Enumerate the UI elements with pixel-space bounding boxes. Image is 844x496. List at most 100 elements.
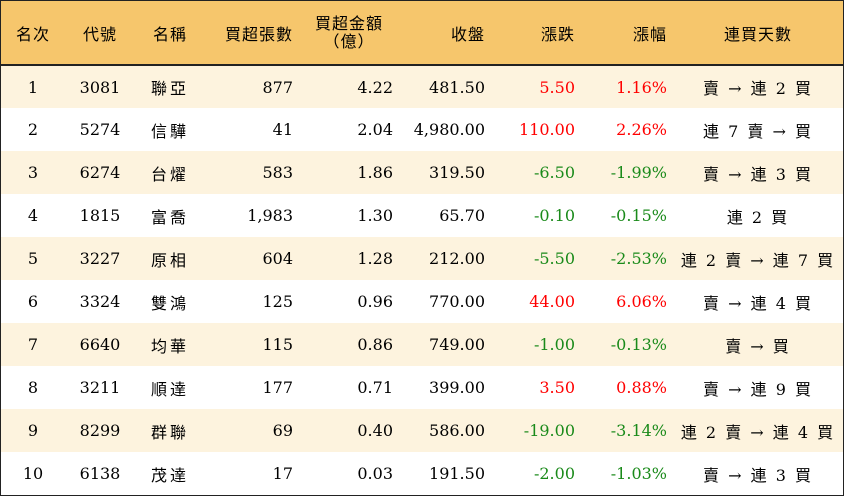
cell-name: 雙鴻 (150, 293, 189, 313)
cell-net-buy-lots: 1,983 (247, 206, 293, 225)
cell-change: -19.00 (523, 421, 575, 440)
cell-code: 3227 (79, 249, 121, 268)
cell-close: 749.00 (429, 335, 485, 354)
cell-rank: 1 (27, 77, 39, 97)
cell-net-buy-amount: 0.40 (357, 421, 393, 440)
cell-change-pct: 1.16% (616, 77, 667, 97)
header-change-pct: 漲幅 (581, 1, 673, 66)
cell-buy-streak: 賣 → 買 (725, 336, 791, 356)
table-row: 8 3211 順達 177 0.71 399.00 3.50 0.88% 賣 → 連 9 買 (1, 366, 843, 409)
cell-name: 原相 (150, 250, 189, 270)
cell-net-buy-lots: 17 (272, 464, 293, 483)
cell-change-pct: 6.06% (616, 292, 667, 311)
table-row: 2 5274 信驊 41 2.04 4,980.00 110.00 2.26% 連 7 賣 → … (1, 108, 843, 151)
cell-rank: 3 (27, 163, 39, 182)
cell-net-buy-amount: 4.22 (357, 77, 393, 97)
cell-net-buy-lots: 69 (272, 421, 293, 440)
cell-change: 110.00 (519, 120, 575, 139)
cell-rank: 2 (27, 120, 39, 139)
cell-buy-streak: 賣 → 連 3 買 (703, 465, 813, 485)
cell-net-buy-amount: 0.96 (357, 292, 393, 311)
cell-code: 6138 (79, 464, 121, 483)
cell-name: 茂達 (150, 465, 189, 485)
cell-rank: 4 (27, 206, 39, 225)
cell-close: 4,980.00 (413, 120, 485, 139)
cell-close: 65.70 (439, 206, 485, 225)
cell-name: 信驊 (150, 121, 189, 141)
cell-code: 3324 (79, 292, 121, 311)
cell-net-buy-lots: 125 (262, 292, 293, 311)
header-close: 收盤 (399, 1, 491, 66)
cell-buy-streak: 連 2 買 (726, 207, 790, 227)
table-row: 9 8299 群聯 69 0.40 586.00 -19.00 -3.14% 連 2 賣 → 連… (1, 409, 843, 452)
cell-code: 3211 (79, 378, 121, 397)
header-net-buy-amount-label: 買超金額 (314, 13, 383, 33)
cell-rank: 6 (27, 292, 39, 311)
cell-close: 586.00 (429, 421, 485, 440)
table-row: 10 6138 茂達 17 0.03 191.50 -2.00 -1.03% 賣 → 連 3 買 (1, 452, 843, 495)
cell-close: 191.50 (429, 464, 485, 483)
cell-name: 台燿 (150, 164, 189, 184)
header-rank: 名次 (1, 1, 65, 66)
header-net-buy-amount-unit: （億） (323, 31, 375, 51)
cell-close: 481.50 (429, 77, 485, 97)
cell-change: -1.00 (533, 335, 575, 354)
cell-buy-streak: 賣 → 連 9 買 (703, 379, 813, 399)
cell-change-pct: -1.99% (610, 163, 667, 182)
cell-close: 212.00 (429, 249, 485, 268)
table-header-row: 名次 代號 名稱 買超張數 買超金額 （億） 收盤 漲跌 漲幅 連買天數 (1, 1, 843, 66)
cell-net-buy-amount: 2.04 (357, 120, 393, 139)
cell-change-pct: -0.13% (610, 335, 667, 354)
header-code: 代號 (65, 1, 135, 66)
cell-net-buy-lots: 41 (272, 120, 293, 139)
cell-net-buy-lots: 583 (262, 163, 293, 182)
cell-rank: 8 (27, 378, 39, 397)
cell-buy-streak: 賣 → 連 3 買 (703, 164, 813, 184)
table-row: 1 3081 聯亞 877 4.22 481.50 5.50 1.16% 賣 → 連 2 買 (1, 65, 843, 108)
cell-rank: 7 (27, 335, 39, 354)
cell-change-pct: 0.88% (616, 378, 667, 397)
cell-close: 399.00 (429, 378, 485, 397)
cell-change-pct: -2.53% (610, 249, 667, 268)
cell-rank: 10 (22, 464, 44, 483)
cell-net-buy-amount: 1.30 (357, 206, 393, 225)
cell-change: 3.50 (539, 378, 575, 397)
cell-change: -6.50 (533, 163, 575, 182)
cell-change: 5.50 (539, 77, 575, 97)
cell-close: 770.00 (429, 292, 485, 311)
cell-code: 3081 (79, 77, 121, 97)
cell-change-pct: -1.03% (610, 464, 667, 483)
cell-change-pct: -3.14% (610, 421, 667, 440)
cell-name: 聯亞 (150, 79, 189, 98)
header-net-buy-amount: 買超金額 （億） (299, 1, 399, 66)
cell-rank: 5 (27, 249, 39, 268)
cell-net-buy-amount: 0.03 (357, 464, 393, 483)
header-name: 名稱 (135, 1, 205, 66)
table-row: 5 3227 原相 604 1.28 212.00 -5.50 -2.53% 連 2 賣 → 連… (1, 237, 843, 280)
cell-rank: 9 (27, 421, 39, 440)
table-row: 4 1815 富喬 1,983 1.30 65.70 -0.10 -0.15% 連 2 買 (1, 194, 843, 237)
cell-net-buy-lots: 604 (262, 249, 293, 268)
cell-change: -5.50 (533, 249, 575, 268)
cell-name: 均華 (150, 336, 189, 356)
cell-buy-streak: 連 2 賣 → 連 7 買 (680, 250, 836, 270)
cell-code: 8299 (79, 421, 121, 440)
cell-name: 順達 (150, 379, 189, 399)
header-change: 漲跌 (491, 1, 581, 66)
cell-change: -2.00 (533, 464, 575, 483)
cell-close: 319.50 (429, 163, 485, 182)
cell-code: 6640 (79, 335, 121, 354)
cell-buy-streak: 連 2 賣 → 連 4 買 (680, 422, 836, 442)
cell-name: 群聯 (150, 422, 189, 442)
cell-buy-streak: 賣 → 連 4 買 (703, 293, 813, 313)
cell-net-buy-lots: 177 (262, 378, 293, 397)
cell-change-pct: -0.15% (610, 206, 667, 225)
cell-net-buy-amount: 1.28 (357, 249, 393, 268)
cell-code: 6274 (79, 163, 121, 182)
cell-change-pct: 2.26% (616, 120, 667, 139)
cell-net-buy-amount: 0.86 (357, 335, 393, 354)
header-buy-streak: 連買天數 (673, 1, 843, 66)
header-net-buy-lots: 買超張數 (205, 1, 299, 66)
